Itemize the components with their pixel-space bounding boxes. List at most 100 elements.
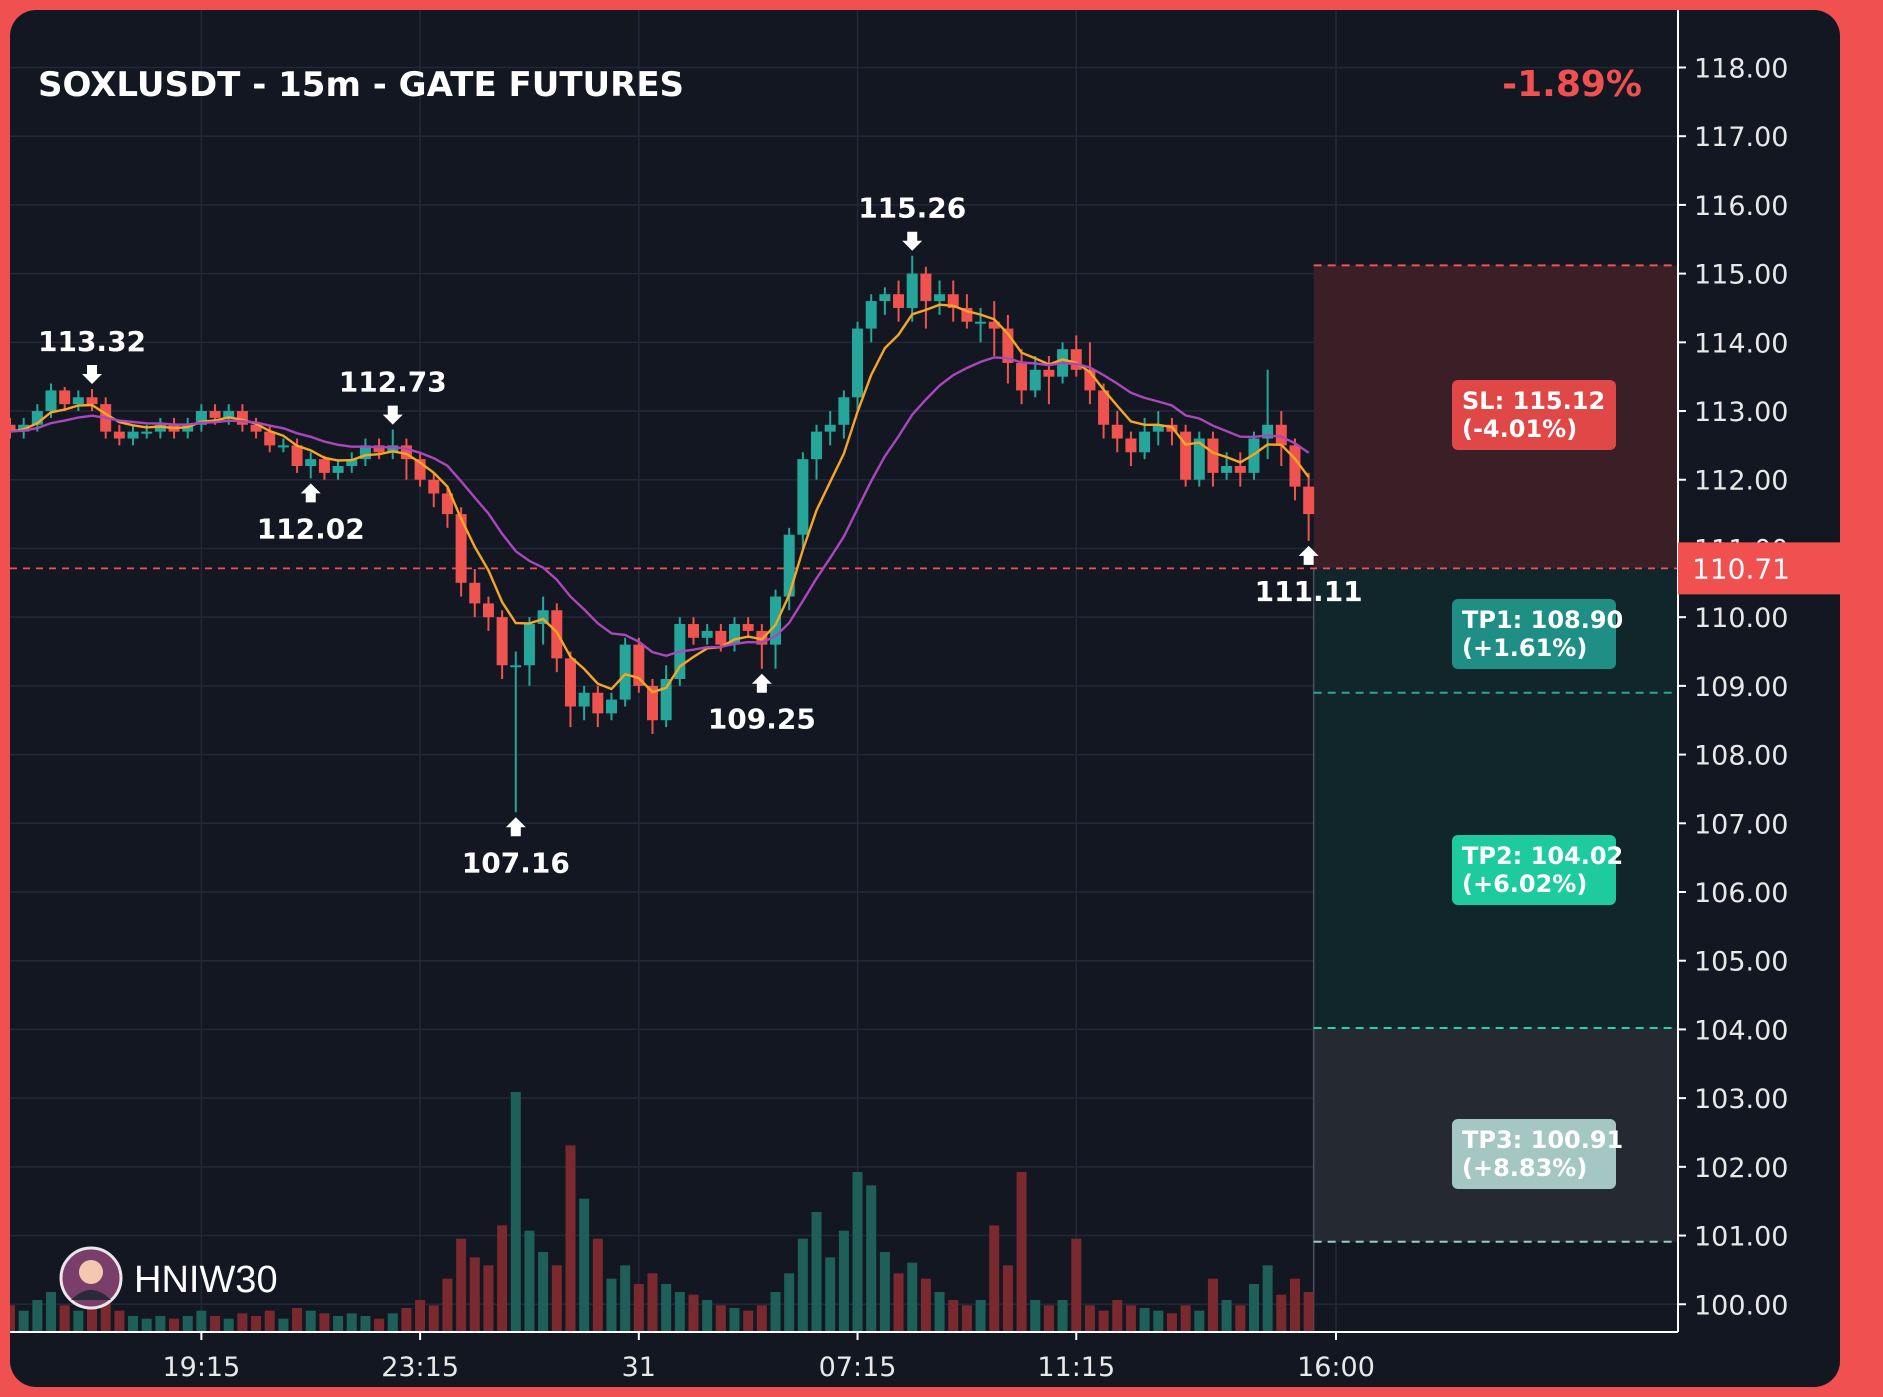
candle[interactable] <box>250 417 262 439</box>
candle-body <box>72 397 84 405</box>
candle-body <box>455 514 467 583</box>
candle[interactable] <box>523 617 535 686</box>
y-tick-label: 102.00 <box>1694 1153 1788 1184</box>
candle[interactable] <box>838 390 850 439</box>
candle[interactable] <box>277 438 289 453</box>
candle[interactable] <box>10 417 16 439</box>
candle[interactable] <box>893 280 905 322</box>
candle[interactable] <box>920 266 932 329</box>
candle[interactable] <box>592 685 604 728</box>
candle[interactable] <box>305 452 317 479</box>
candle-body <box>1275 424 1287 446</box>
candle[interactable] <box>988 301 1000 357</box>
candle[interactable] <box>646 679 658 734</box>
candle-body <box>578 692 590 707</box>
candle[interactable] <box>811 424 823 480</box>
candle-body <box>482 603 494 618</box>
volume-bar <box>73 1310 84 1332</box>
candle[interactable] <box>1125 431 1137 466</box>
swing-low: 112.02 <box>257 483 365 545</box>
candle[interactable] <box>373 438 385 460</box>
current-price-value: 110.71 <box>1692 552 1790 585</box>
candle[interactable] <box>469 569 481 618</box>
candle[interactable] <box>291 438 303 473</box>
candle[interactable] <box>934 280 946 315</box>
candle[interactable] <box>605 692 617 721</box>
candle[interactable] <box>387 429 399 460</box>
candle[interactable] <box>482 596 494 631</box>
candle-body <box>811 431 823 460</box>
candle[interactable] <box>428 472 440 508</box>
candle[interactable] <box>1152 411 1164 446</box>
candle[interactable] <box>660 665 672 728</box>
candle[interactable] <box>1303 472 1315 541</box>
candle[interactable] <box>1180 424 1192 487</box>
volume-bar <box>524 1230 535 1332</box>
candle[interactable] <box>496 610 508 679</box>
candle[interactable] <box>1002 314 1014 384</box>
candle[interactable] <box>824 411 836 446</box>
candle[interactable] <box>1207 431 1219 487</box>
candle[interactable] <box>688 617 699 645</box>
candle[interactable] <box>947 280 959 322</box>
candle[interactable] <box>742 617 754 638</box>
volume-bar <box>32 1300 43 1332</box>
candle[interactable] <box>195 404 207 432</box>
candle-body <box>646 685 658 721</box>
volume-bar <box>606 1278 617 1332</box>
volume-bar <box>428 1305 439 1332</box>
candle-body <box>127 431 139 439</box>
candle[interactable] <box>1234 452 1246 487</box>
volume-bar <box>770 1292 781 1332</box>
candle[interactable] <box>72 390 84 412</box>
candle[interactable] <box>318 455 330 480</box>
candle[interactable] <box>113 424 125 446</box>
candle[interactable] <box>510 651 522 813</box>
candle[interactable] <box>1289 438 1301 501</box>
candle[interactable] <box>1016 349 1028 405</box>
candle[interactable] <box>414 452 426 487</box>
candle[interactable] <box>1111 411 1123 453</box>
candle[interactable] <box>59 386 71 412</box>
candle-body <box>291 445 303 466</box>
candle[interactable] <box>455 507 467 597</box>
candle[interactable] <box>770 589 782 669</box>
candle-body <box>1139 431 1151 453</box>
candle[interactable] <box>154 417 166 439</box>
candle[interactable] <box>879 287 891 315</box>
candle[interactable] <box>127 424 139 446</box>
candle[interactable] <box>729 617 741 652</box>
candle[interactable] <box>906 255 918 322</box>
candle[interactable] <box>264 424 276 453</box>
candle[interactable] <box>400 438 412 480</box>
candle-body <box>414 459 426 480</box>
candles[interactable] <box>10 255 1315 813</box>
volume-bar <box>141 1318 152 1332</box>
candle[interactable] <box>619 637 631 707</box>
candle-body <box>236 411 248 425</box>
candle[interactable] <box>346 452 358 473</box>
candle[interactable] <box>783 527 795 611</box>
candle[interactable] <box>852 321 864 412</box>
candle-body <box>1084 369 1096 391</box>
y-tick-label: 117.00 <box>1694 122 1788 153</box>
price-chart[interactable]: 113.32 112.73 115.26 112.02 107.16 109.25 111.… <box>10 10 1840 1387</box>
candle[interactable] <box>1098 383 1110 439</box>
candle[interactable] <box>756 624 768 669</box>
candle[interactable] <box>1193 431 1205 487</box>
candle[interactable] <box>86 389 98 412</box>
candle[interactable] <box>1275 411 1287 466</box>
candle[interactable] <box>797 452 809 549</box>
candle[interactable] <box>701 624 713 645</box>
candle[interactable] <box>1070 335 1082 377</box>
candle[interactable] <box>564 651 576 728</box>
candle[interactable] <box>359 438 371 466</box>
candle[interactable] <box>633 637 645 693</box>
candle[interactable] <box>441 486 453 528</box>
candle[interactable] <box>332 459 344 480</box>
candle[interactable] <box>578 685 590 721</box>
candle-body <box>797 459 809 535</box>
candle[interactable] <box>236 404 248 432</box>
candle[interactable] <box>865 294 877 343</box>
candle-body <box>633 644 645 686</box>
